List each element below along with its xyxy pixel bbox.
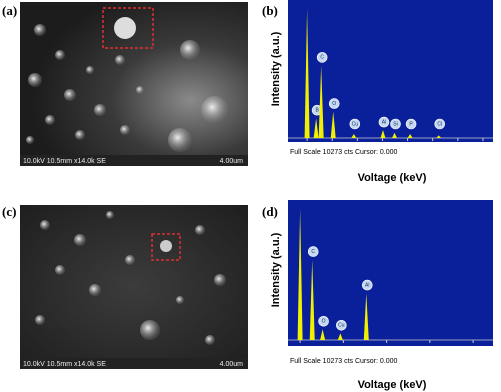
- element-label: O: [322, 319, 326, 325]
- x-tick-label: 0: [298, 349, 302, 356]
- x-tick-label: 1: [355, 144, 359, 151]
- status-bar: [288, 356, 493, 366]
- element-marker: [328, 98, 340, 109]
- peak: [304, 8, 310, 139]
- x-tick-label: 4: [471, 349, 475, 356]
- element-label: Cl: [437, 121, 442, 127]
- element-marker: [390, 118, 401, 130]
- status-text: Full Scale 10273 cts Cursor: 0.000: [290, 358, 397, 365]
- element-label: C: [320, 55, 324, 61]
- sem-texture: [35, 211, 226, 345]
- peak: [313, 118, 319, 138]
- image-caption: 10.0kV 10.5mm x14.0k SE: [23, 158, 106, 165]
- y-axis-label: Intensity (a.u.): [270, 232, 282, 307]
- peak: [363, 293, 369, 340]
- sem-image: [20, 205, 248, 369]
- x-tick-label: 0.5: [327, 144, 337, 151]
- plot-area: [288, 200, 493, 346]
- status-text: Full Scale 10273 cts Cursor: 0.000: [290, 149, 397, 156]
- plot-area: [288, 0, 493, 142]
- peak: [351, 134, 357, 138]
- scale-label: 4.00um: [220, 361, 244, 368]
- x-tick-label: 3.5: [478, 144, 488, 151]
- element-marker: [336, 319, 347, 331]
- x-tick-label: 1: [341, 349, 345, 356]
- image-caption: 10.0kV 10.5mm x14.0k SE: [23, 361, 106, 368]
- x-tick-label: 0: [305, 144, 309, 151]
- peak: [436, 135, 442, 138]
- peak: [392, 132, 398, 138]
- element-marker: [434, 118, 446, 130]
- peak: [337, 333, 343, 340]
- element-label: B: [315, 108, 319, 114]
- panel-label: (a): [2, 3, 17, 18]
- x-tick-label: 3: [428, 349, 432, 356]
- panel-label: (d): [262, 204, 278, 219]
- element-label: Cu: [338, 323, 345, 329]
- highlight-box: [102, 7, 154, 49]
- x-tick-label: 2: [406, 144, 410, 151]
- x-tick-label: 3: [456, 144, 460, 151]
- element-label: Si: [393, 121, 397, 127]
- status-bar: [288, 147, 493, 157]
- info-bar: [20, 155, 248, 166]
- element-marker: [349, 118, 361, 130]
- element-marker: [361, 279, 373, 291]
- x-tick-label: 1.5: [378, 144, 388, 151]
- element-label: C: [311, 249, 315, 255]
- x-axis-label: Voltage (keV): [358, 172, 427, 184]
- peak: [318, 65, 324, 138]
- highlight-box: [151, 233, 181, 261]
- element-label: P: [409, 121, 413, 127]
- scale-label: 4.00um: [220, 158, 244, 165]
- element-label: Al: [382, 119, 386, 125]
- element-label: O: [332, 101, 336, 107]
- peak: [407, 134, 413, 138]
- element-label: Cu: [352, 121, 359, 127]
- x-tick-label: 2.5: [428, 144, 438, 151]
- element-marker: [307, 246, 319, 257]
- x-tick-label: 2: [385, 349, 389, 356]
- peak: [380, 130, 386, 138]
- element-marker: [378, 116, 390, 128]
- element-label: Al: [365, 282, 369, 288]
- peak: [309, 259, 315, 340]
- x-axis-label: Voltage (keV): [358, 379, 427, 391]
- panel-label: (c): [2, 204, 16, 219]
- peak: [330, 111, 336, 138]
- peak: [297, 208, 303, 340]
- info-bar: [20, 358, 248, 369]
- y-axis-label: Intensity (a.u.): [270, 31, 282, 106]
- element-marker: [318, 315, 329, 327]
- element-marker: [316, 52, 328, 63]
- sem-texture: [26, 17, 229, 152]
- element-marker: [405, 118, 417, 130]
- panel-label: (b): [262, 3, 278, 18]
- peak: [320, 329, 326, 340]
